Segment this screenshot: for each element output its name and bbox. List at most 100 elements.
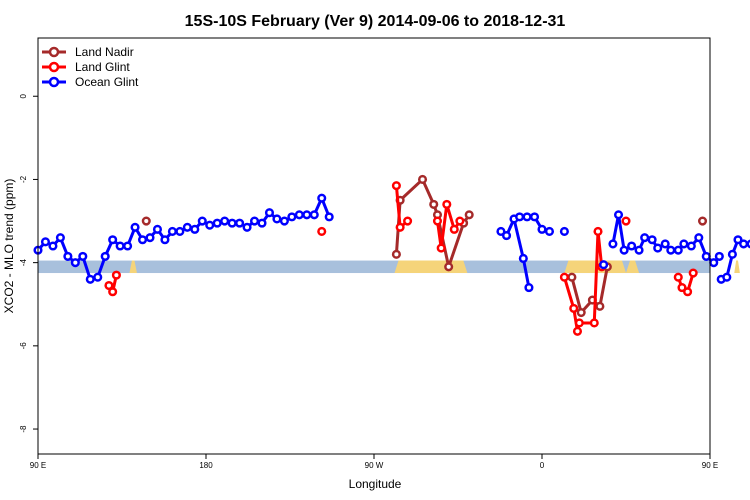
data-point xyxy=(48,241,58,251)
data-point xyxy=(152,224,163,234)
chart-title: 15S-10S February (Ver 9) 2014-09-06 to 2… xyxy=(185,13,566,30)
legend-item: Land Glint xyxy=(42,60,130,74)
data-point xyxy=(429,199,439,209)
data-point xyxy=(709,258,719,268)
data-point xyxy=(621,216,631,226)
data-point xyxy=(63,251,73,261)
land-segment xyxy=(394,260,468,274)
data-point xyxy=(391,181,401,191)
data-point xyxy=(574,318,584,328)
data-point xyxy=(227,218,237,228)
data-point xyxy=(78,251,88,261)
data-point xyxy=(182,222,192,232)
data-point xyxy=(104,280,114,291)
x-axis-label: Longitude xyxy=(349,477,402,491)
data-point xyxy=(85,274,95,284)
data-point xyxy=(279,216,289,226)
data-point xyxy=(167,226,177,236)
data-point xyxy=(55,233,65,243)
x-tick-label: 90 W xyxy=(365,461,384,470)
data-point xyxy=(108,287,118,297)
series-ocean-glint xyxy=(33,193,750,293)
data-point xyxy=(436,243,446,253)
land-ocean-band xyxy=(38,260,740,274)
y-tick-label: -6 xyxy=(19,342,28,350)
data-point xyxy=(714,251,724,261)
y-tick-label: 0 xyxy=(19,93,28,98)
data-point xyxy=(569,303,579,313)
data-point xyxy=(108,235,118,245)
data-point xyxy=(160,235,170,245)
data-point xyxy=(544,226,555,236)
data-point xyxy=(653,243,663,253)
data-point xyxy=(688,268,698,278)
data-point xyxy=(567,272,577,282)
legend-label: Land Glint xyxy=(75,60,130,74)
data-point xyxy=(679,239,689,249)
data-point xyxy=(123,241,133,251)
data-point xyxy=(264,208,275,218)
legend-marker xyxy=(48,61,60,73)
y-tick-label: -4 xyxy=(19,259,28,267)
data-point xyxy=(515,212,525,222)
x-tick-label: 180 xyxy=(199,461,213,470)
series-layer xyxy=(33,174,750,336)
data-point xyxy=(576,308,586,318)
x-tick-label: 0 xyxy=(540,461,545,470)
data-point xyxy=(391,249,401,259)
data-point xyxy=(294,210,304,220)
data-point xyxy=(115,241,125,251)
y-tick-label: -2 xyxy=(19,175,28,183)
data-point xyxy=(733,235,743,245)
data-point xyxy=(235,218,245,228)
legend-marker xyxy=(48,76,60,88)
ocean-band xyxy=(38,260,710,274)
legend-item: Ocean Glint xyxy=(42,75,139,89)
data-point xyxy=(272,214,282,224)
data-point xyxy=(287,212,297,222)
data-point xyxy=(141,216,151,226)
x-axis: 90 E 180 90 W 0 90 E xyxy=(30,454,718,470)
data-point xyxy=(647,235,657,245)
data-point xyxy=(673,272,683,282)
land-segment xyxy=(129,260,137,274)
data-point xyxy=(302,210,312,220)
data-point xyxy=(722,272,732,282)
x-tick-label: 90 E xyxy=(702,461,718,470)
legend-marker xyxy=(48,46,60,58)
data-point xyxy=(613,210,624,220)
data-point xyxy=(455,216,465,226)
legend-label: Land Nadir xyxy=(75,45,134,59)
series-land-nadir xyxy=(141,174,708,318)
data-point xyxy=(130,222,140,232)
data-point xyxy=(464,210,474,220)
legend-label: Ocean Glint xyxy=(75,75,139,89)
data-point xyxy=(145,233,155,243)
data-point xyxy=(40,237,51,247)
data-point xyxy=(242,222,252,232)
data-point xyxy=(599,260,609,270)
data-point xyxy=(673,245,683,255)
series-line xyxy=(394,177,471,269)
data-point xyxy=(640,233,650,243)
data-point xyxy=(677,283,687,293)
data-point xyxy=(496,226,506,236)
y-axis: 0 -2 -4 -6 -8 xyxy=(19,93,38,433)
data-point xyxy=(309,210,319,220)
data-point xyxy=(137,235,148,245)
data-point xyxy=(417,174,428,184)
data-point xyxy=(111,270,121,280)
data-point xyxy=(634,245,644,255)
x-tick-label: 90 E xyxy=(30,461,46,470)
data-point xyxy=(529,212,540,222)
data-point xyxy=(746,239,750,249)
data-point xyxy=(697,216,708,226)
data-point xyxy=(317,193,327,203)
data-point xyxy=(559,272,569,282)
data-point xyxy=(518,253,528,264)
data-point xyxy=(403,216,413,226)
data-point xyxy=(589,318,599,328)
data-point xyxy=(395,222,405,232)
